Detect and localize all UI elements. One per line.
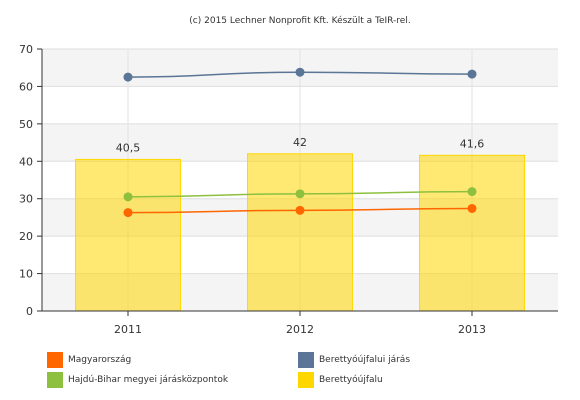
series-point <box>295 205 305 215</box>
legend-label: Berettyóújfalu <box>319 375 383 385</box>
bar <box>419 154 525 312</box>
line-series <box>123 67 477 218</box>
legend-swatch <box>47 352 63 368</box>
legend-label: Berettyóújfalui járás <box>319 355 411 365</box>
bar-series <box>75 153 525 312</box>
y-tick-label: 70 <box>19 43 33 56</box>
bar <box>75 158 181 312</box>
axes <box>37 48 558 316</box>
labels: 0 10 20 30 40 50 60 70 40,5 42 41,6 2011 2012 2013 <box>19 43 486 336</box>
series-point <box>467 69 477 79</box>
bar-data-label: 40,5 <box>116 141 141 154</box>
y-tick-label: 10 <box>19 268 33 281</box>
legend-item-magyarorszag[interactable]: Magyarország <box>47 352 131 368</box>
series-point <box>295 189 305 199</box>
series-point <box>295 67 305 77</box>
legend-label: Hajdú-Bihar megyei járásközpontok <box>68 375 229 385</box>
series-point <box>467 203 477 213</box>
legend: Magyarország Berettyóújfalui járás Hajdú… <box>0 348 580 398</box>
y-tick-label: 50 <box>19 118 33 131</box>
legend-swatch <box>298 352 314 368</box>
legend-item-hajdu-bihar[interactable]: Hajdú-Bihar megyei járásközpontok <box>47 372 228 388</box>
bar-data-label: 42 <box>293 136 307 149</box>
legend-label: Magyarország <box>68 355 132 365</box>
x-tick-label: 2011 <box>114 323 142 336</box>
series-point <box>123 208 133 218</box>
y-tick-label: 0 <box>26 305 33 318</box>
chart-credit: (c) 2015 Lechner Nonprofit Kft. Készült … <box>189 15 410 26</box>
legend-swatch <box>47 372 63 388</box>
legend-item-berettyoujfalui-jaras[interactable]: Berettyóújfalui járás <box>298 352 410 368</box>
bar-data-label: 41,6 <box>460 137 485 150</box>
bar <box>247 153 353 312</box>
legend-item-berettyoujfalu[interactable]: Berettyóújfalu <box>298 372 383 388</box>
x-tick-label: 2012 <box>286 323 314 336</box>
series-point <box>123 192 133 202</box>
series-point <box>123 72 133 82</box>
y-tick-label: 40 <box>19 155 33 168</box>
y-tick-label: 20 <box>19 230 33 243</box>
series-point <box>467 187 477 197</box>
y-tick-label: 30 <box>19 193 33 206</box>
y-tick-label: 60 <box>19 80 33 93</box>
legend-swatch <box>298 372 314 388</box>
x-tick-label: 2013 <box>458 323 486 336</box>
